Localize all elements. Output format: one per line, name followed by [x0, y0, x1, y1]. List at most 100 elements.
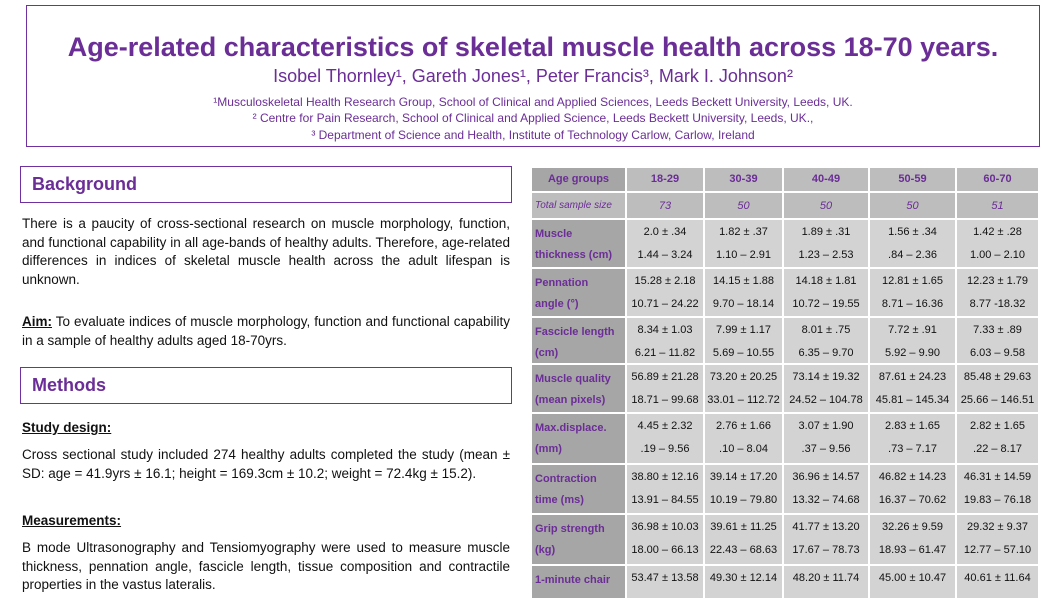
- cell-text: 1.00 – 2.10: [969, 249, 1026, 261]
- cell-text: 8.01 ± .75: [801, 324, 851, 336]
- section-heading: Methods: [32, 375, 106, 395]
- label-text: Total sample size: [535, 200, 612, 211]
- cell-text: 2.76 ± 1.66: [716, 420, 771, 432]
- cell-text: 29.32 ± 9.37: [966, 521, 1029, 533]
- cell-text: 39.61 ± 11.25: [710, 521, 777, 533]
- cell-text: 41.77 ± 13.20: [792, 521, 860, 533]
- data-cell: 50: [705, 193, 782, 218]
- label-cell: Contraction time (ms): [532, 465, 625, 513]
- data-cell: 8.34 ± 1.03 6.21 – 11.82: [627, 318, 703, 363]
- cell-text: 15.28 ± 2.18: [634, 275, 696, 287]
- cell-text: 3.07 ± 1.90: [798, 420, 854, 432]
- cell-text: 10.72 – 19.55: [792, 298, 860, 310]
- label-cell: Pennation angle (°): [532, 269, 625, 316]
- cell-text: 1.56 ± .34: [888, 226, 937, 238]
- cell-text: 4.45 ± 2.32: [637, 420, 693, 432]
- affiliation: ³ Department of Science and Health, Inst…: [311, 128, 755, 142]
- cell-text: 6.03 – 9.58: [969, 347, 1026, 359]
- header-text: 50-59: [898, 173, 927, 185]
- data-cell: 36.98 ± 10.03 18.00 – 66.13: [627, 515, 703, 564]
- cell-text: 45.81 – 145.34: [875, 394, 950, 406]
- header-cell: Age groups: [532, 168, 625, 191]
- cell-text: 9.70 – 18.14: [712, 298, 775, 310]
- cell-text: 10.19 – 79.80: [709, 494, 778, 506]
- header-cell: 50-59: [870, 168, 955, 191]
- cell-text: 49.30 ± 12.14: [709, 572, 778, 584]
- data-cell: 41.77 ± 13.20 17.67 – 78.73: [784, 515, 868, 564]
- data-cell: 3.07 ± 1.90 .37 – 9.56: [784, 414, 868, 463]
- data-cell: 15.28 ± 2.18 10.71 – 24.22: [627, 269, 703, 316]
- affiliation: ² Centre for Pain Research, School of Cl…: [252, 111, 814, 125]
- cell-text: 50: [819, 200, 833, 212]
- cell-text: 12.23 ± 1.79: [966, 275, 1029, 287]
- data-cell: 1.82 ± .37 1.10 – 2.91: [705, 220, 782, 267]
- data-cell: 38.80 ± 12.16 13.91 – 84.55: [627, 465, 703, 513]
- label-text: Pennation: [535, 277, 589, 289]
- header-cell: 18-29: [627, 168, 703, 191]
- cell-text: 5.92 – 9.90: [884, 347, 941, 359]
- header-cell: 30-39: [705, 168, 782, 191]
- cell-text: 87.61 ± 24.23: [878, 371, 947, 383]
- data-cell: 39.14 ± 17.20 10.19 – 79.80: [705, 465, 782, 513]
- cell-text: 1.89 ± .31: [801, 226, 851, 238]
- label-text: time (ms): [535, 494, 584, 506]
- label-cell: Max.displace. (mm): [532, 414, 625, 463]
- cell-text: 1.82 ± .37: [719, 226, 768, 238]
- header-cell: 60-70: [957, 168, 1038, 191]
- cell-text: 56.89 ± 21.28: [631, 371, 699, 383]
- cell-text: 33.01 – 112.72: [707, 394, 780, 406]
- label-text: (kg): [535, 544, 556, 556]
- cell-text: 7.99 ± 1.17: [716, 324, 771, 336]
- label-text: thickness (cm): [535, 249, 613, 261]
- label-text: (cm): [535, 347, 559, 359]
- aim-text: To evaluate indices of muscle morphology…: [22, 314, 510, 348]
- data-cell: 4.45 ± 2.32 .19 – 9.56: [627, 414, 703, 463]
- label-text: (mm): [535, 443, 562, 455]
- header-text: 30-39: [729, 173, 758, 185]
- aim: Aim: To evaluate indices of muscle morph…: [22, 313, 510, 350]
- data-cell: 2.76 ± 1.66 .10 – 8.04: [705, 414, 782, 463]
- cell-text: 8.77 -18.32: [969, 298, 1026, 310]
- cell-text: .73 – 7.17: [888, 443, 937, 455]
- cell-text: 36.96 ± 14.57: [792, 471, 860, 483]
- cell-text: 48.20 ± 11.74: [792, 572, 860, 584]
- cell-text: 1.10 – 2.91: [715, 249, 772, 261]
- cell-text: 1.42 ± .28: [973, 226, 1022, 238]
- cell-text: 6.21 – 11.82: [634, 347, 696, 359]
- paragraph: There is a paucity of cross-sectional re…: [22, 216, 510, 287]
- data-cell: 50: [784, 193, 868, 218]
- cell-text: 2.83 ± 1.65: [885, 420, 940, 432]
- label-text: Max.displace.: [535, 422, 607, 434]
- header-text: 60-70: [983, 173, 1012, 185]
- label-text: Contraction: [535, 473, 597, 485]
- cell-text: .22 – 8.17: [973, 443, 1022, 455]
- data-cell: 29.32 ± 9.37 12.77 – 57.10: [957, 515, 1038, 564]
- data-cell: 48.20 ± 11.74: [784, 566, 868, 598]
- data-cell: 14.18 ± 1.81 10.72 – 19.55: [784, 269, 868, 316]
- data-cell: 2.83 ± 1.65 .73 – 7.17: [870, 414, 955, 463]
- cell-text: 73.14 ± 19.32: [792, 371, 860, 383]
- data-cell: 73: [627, 193, 703, 218]
- header-text: 40-49: [811, 173, 841, 185]
- cell-text: 45.00 ± 10.47: [878, 572, 947, 584]
- data-cell: 7.99 ± 1.17 5.69 – 10.55: [705, 318, 782, 363]
- cell-text: 46.82 ± 14.23: [878, 471, 947, 483]
- cell-text: 18.00 – 66.13: [631, 544, 699, 556]
- label-cell: 1-minute chair: [532, 566, 625, 598]
- label-text: Fascicle length: [535, 326, 615, 338]
- data-cell: 12.81 ± 1.65 8.71 – 16.36: [870, 269, 955, 316]
- aim-label: Aim:: [22, 314, 52, 329]
- cell-text: .84 – 2.36: [888, 249, 937, 261]
- data-cell: 50: [870, 193, 955, 218]
- data-cell: 36.96 ± 14.57 13.32 – 74.68: [784, 465, 868, 513]
- cell-text: 38.80 ± 12.16: [631, 471, 699, 483]
- data-cell: 45.00 ± 10.47: [870, 566, 955, 598]
- header-text: 18-29: [650, 173, 680, 185]
- cell-text: 10.71 – 24.22: [631, 298, 699, 310]
- cell-text: 73: [658, 200, 672, 212]
- data-cell: 39.61 ± 11.25 22.43 – 68.63: [705, 515, 782, 564]
- title: Age-related characteristics of skeletal …: [67, 32, 999, 62]
- label-cell: Total sample size: [532, 193, 625, 218]
- label-text: Muscle: [535, 228, 573, 240]
- data-cell: 87.61 ± 24.23 45.81 – 145.34: [870, 365, 955, 412]
